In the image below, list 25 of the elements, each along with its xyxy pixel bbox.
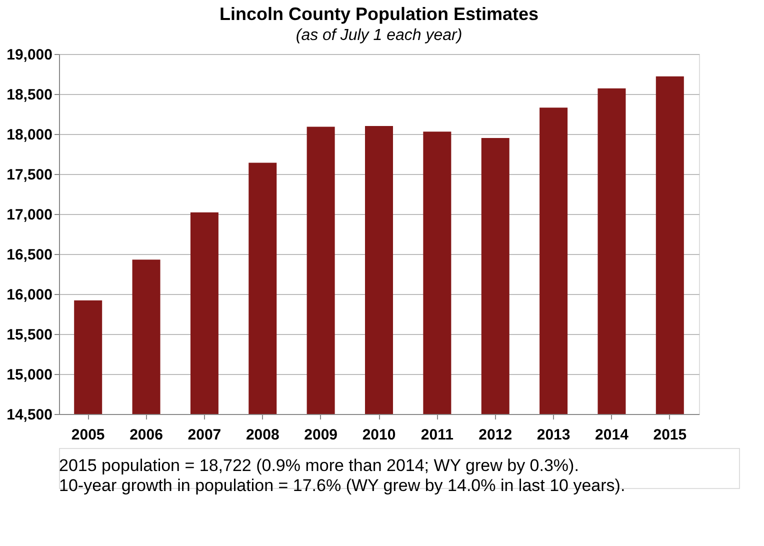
x-tick-label: 2005 xyxy=(71,426,105,444)
y-tick-label: 17,500 xyxy=(6,166,52,184)
y-tick-label: 19,000 xyxy=(6,46,52,64)
chart-title: Lincoln County Population Estimates xyxy=(219,4,539,24)
x-tick-label: 2012 xyxy=(478,426,512,444)
x-tick-label: 2008 xyxy=(246,426,280,444)
y-tick-label: 16,000 xyxy=(6,286,52,304)
x-tick-label: 2009 xyxy=(304,426,338,444)
text: 10-year growth in population = 17.6% (WY grew by 14.0% in last 10 years). xyxy=(59,476,626,495)
x-tick-label: 2007 xyxy=(188,426,222,444)
x-tick-label: 2015 xyxy=(653,426,687,444)
text: 2015 population = 18,722 (0.9% more than 2014; WY grew by 0.3%). xyxy=(59,456,579,475)
x-tick-label: 2013 xyxy=(536,426,570,444)
y-tick-label: 15,000 xyxy=(6,366,52,384)
y-tick-label: 14,500 xyxy=(6,406,52,424)
y-tick-label: 18,500 xyxy=(6,86,52,104)
y-tick-label: 18,000 xyxy=(6,126,52,144)
x-tick-label: 2014 xyxy=(595,426,630,444)
y-tick-label: 17,000 xyxy=(6,206,52,224)
x-tick-label: 2006 xyxy=(130,426,163,444)
x-tick-label: 2011 xyxy=(420,426,454,444)
chart-subtitle: (as of July 1 each year) xyxy=(296,27,462,44)
y-tick-label: 15,500 xyxy=(6,326,52,344)
y-tick-label: 16,500 xyxy=(6,246,52,264)
x-tick-label: 2010 xyxy=(362,426,396,444)
